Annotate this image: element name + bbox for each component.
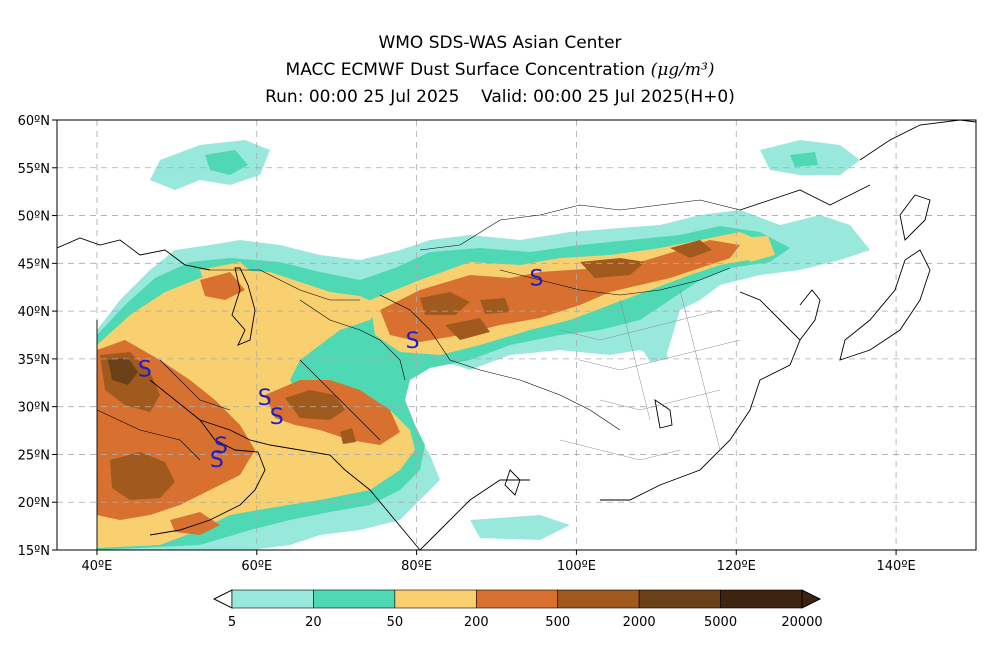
dust-field [97,140,870,550]
lat-tick-label: 45ºN [18,257,50,272]
border-afghanistan [299,299,406,381]
caspian-sea [231,267,256,346]
colorbar-label: 200 [464,615,489,630]
province-border-1 [559,309,721,341]
storm-marker: S [529,267,543,292]
lon-tick-label: 100ºE [557,559,596,574]
lat-tick-label: 15ºN [18,544,50,559]
japan-honshu [839,249,931,361]
valid-time: Valid: 00:00 25 Jul 2025(H+0) [481,87,735,107]
title-line-1: WMO SDS-WAS Asian Center [378,33,622,53]
lon-tick-label: 80ºE [401,559,432,574]
storm-marker: S [258,386,272,411]
amur-river [739,184,871,211]
province-border-6 [559,439,681,461]
storm-marker: S [214,434,228,459]
arabian-peninsula-coast [149,379,266,536]
map-frame [56,119,977,551]
border-mongolia-china [499,267,731,296]
colorbar-label: 500 [545,615,570,630]
lat-tick-label: 20ºN [18,496,50,511]
storm-marker: S [210,448,224,473]
chart-title: WMO SDS-WAS Asian Center MACC ECMWF Dust… [0,30,1000,111]
title-line-2: MACC ECMWF Dust Surface Concentration (μ… [0,57,1000,84]
colorbar: 5 20 50 200 500 2000 5000 20000 [212,589,823,630]
lat-tick-label: 25ºN [18,448,50,463]
colorbar-label: 5000 [704,615,737,630]
colorbar-over-arrow [801,589,822,609]
lon-tick-label: 120ºE [717,559,756,574]
colorbar-segment [475,589,559,609]
border-iraq-iran [159,359,231,411]
latitude-axis: 15ºN 20ºN 25ºN 30ºN 35ºN 40ºN 45ºN 50ºN 55ºN 60ºN [18,114,57,559]
run-time: Run: 00:00 25 Jul 2025 [265,87,460,107]
lon-tick-label: 40ºE [82,559,113,574]
sri-lanka-placeholder [504,469,521,496]
korea-coast [799,289,821,341]
japan-hokkaido [899,194,931,241]
lat-tick-label: 30ºN [18,401,50,416]
title-line-3: Run: 00:00 25 Jul 2025 Valid: 00:00 25 J… [0,84,1000,111]
storm-marker: S [138,357,152,382]
colorbar-label: 20 [305,615,322,630]
lat-tick-label: 50ºN [18,210,50,225]
lat-tick-label: 40ºN [18,305,50,320]
province-border-3 [599,389,721,411]
colorbar-segment [313,589,396,609]
border-central-asia [210,269,360,301]
lon-tick-label: 60ºE [241,559,272,574]
persian-gulf-coast [199,419,346,471]
colorbar-segment [394,589,477,609]
colorbar-segment [720,589,803,609]
india-west-coast [344,469,421,550]
lat-tick-label: 60ºN [18,114,50,129]
colorbar-label: 5 [228,615,236,630]
lat-tick-label: 55ºN [18,162,50,177]
taiwan [654,399,673,429]
lat-tick-label: 35ºN [18,353,50,368]
black-sea-caspian-coast [57,237,211,271]
lon-tick-label: 140ºE [877,559,916,574]
title-unit: (μg/m³) [650,60,715,80]
province-border-4 [619,299,651,421]
border-pakistan [299,359,381,441]
border-russia-mongolia [419,199,741,251]
colorbar-segment [557,589,640,609]
colorbar-label: 20000 [781,615,822,630]
border-saudi-arabia [96,409,201,461]
title-product: MACC ECMWF Dust Surface Concentration [285,60,646,80]
province-border-5 [679,289,721,451]
colorbar-segment [638,589,721,609]
coastlines [57,120,976,550]
colorbar-label: 2000 [623,615,656,630]
china-province-borders [559,289,741,461]
russia-far-east-coast [859,120,976,161]
bay-of-bengal-coast [419,479,530,550]
colorbar-under-arrow [212,589,233,609]
storm-marker: S [270,405,284,430]
country-borders [96,199,741,461]
colorbar-segment [231,589,314,609]
province-border-2 [579,339,741,371]
border-china-southwest [379,294,621,431]
longitude-axis: 40ºE 60ºE 80ºE 100ºE 120ºE 140ºE [82,550,916,574]
dust-band-2000-5000 [108,358,138,385]
colorbar-label: 50 [387,615,404,630]
storm-marker: S [406,329,420,354]
china-east-coast [600,291,801,501]
